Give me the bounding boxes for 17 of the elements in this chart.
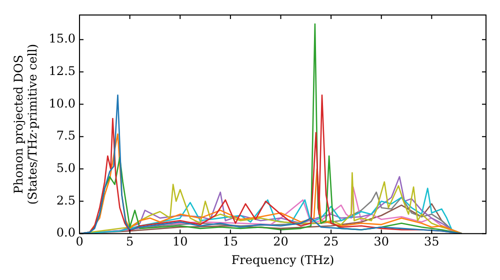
y-tick-label: 0.0 — [56, 226, 76, 240]
x-tick-label: 15 — [222, 234, 238, 249]
x-tick-label: 30 — [374, 234, 389, 249]
y-tick-label: 2.5 — [56, 193, 76, 208]
y-tick-label: 12.5 — [48, 64, 76, 78]
x-tick-label: 10 — [172, 234, 188, 249]
x-tick-label: 5 — [126, 234, 134, 249]
x-tick-label: 35 — [424, 234, 440, 249]
x-tick-label: 0 — [76, 234, 84, 249]
y-tick-label: 10.0 — [48, 96, 76, 110]
y-tick-label: 7.5 — [56, 128, 76, 143]
x-axis-title: Frequency (THz) — [231, 252, 334, 267]
y-axis-title: Phonon projected DOS (States/THz·primitive cell) — [11, 44, 40, 205]
y-tick-label: 5.0 — [56, 161, 76, 176]
x-tick-label: 20 — [273, 234, 288, 249]
y-tick-label: 15.0 — [48, 32, 76, 46]
x-tick-label: 25 — [323, 234, 339, 249]
